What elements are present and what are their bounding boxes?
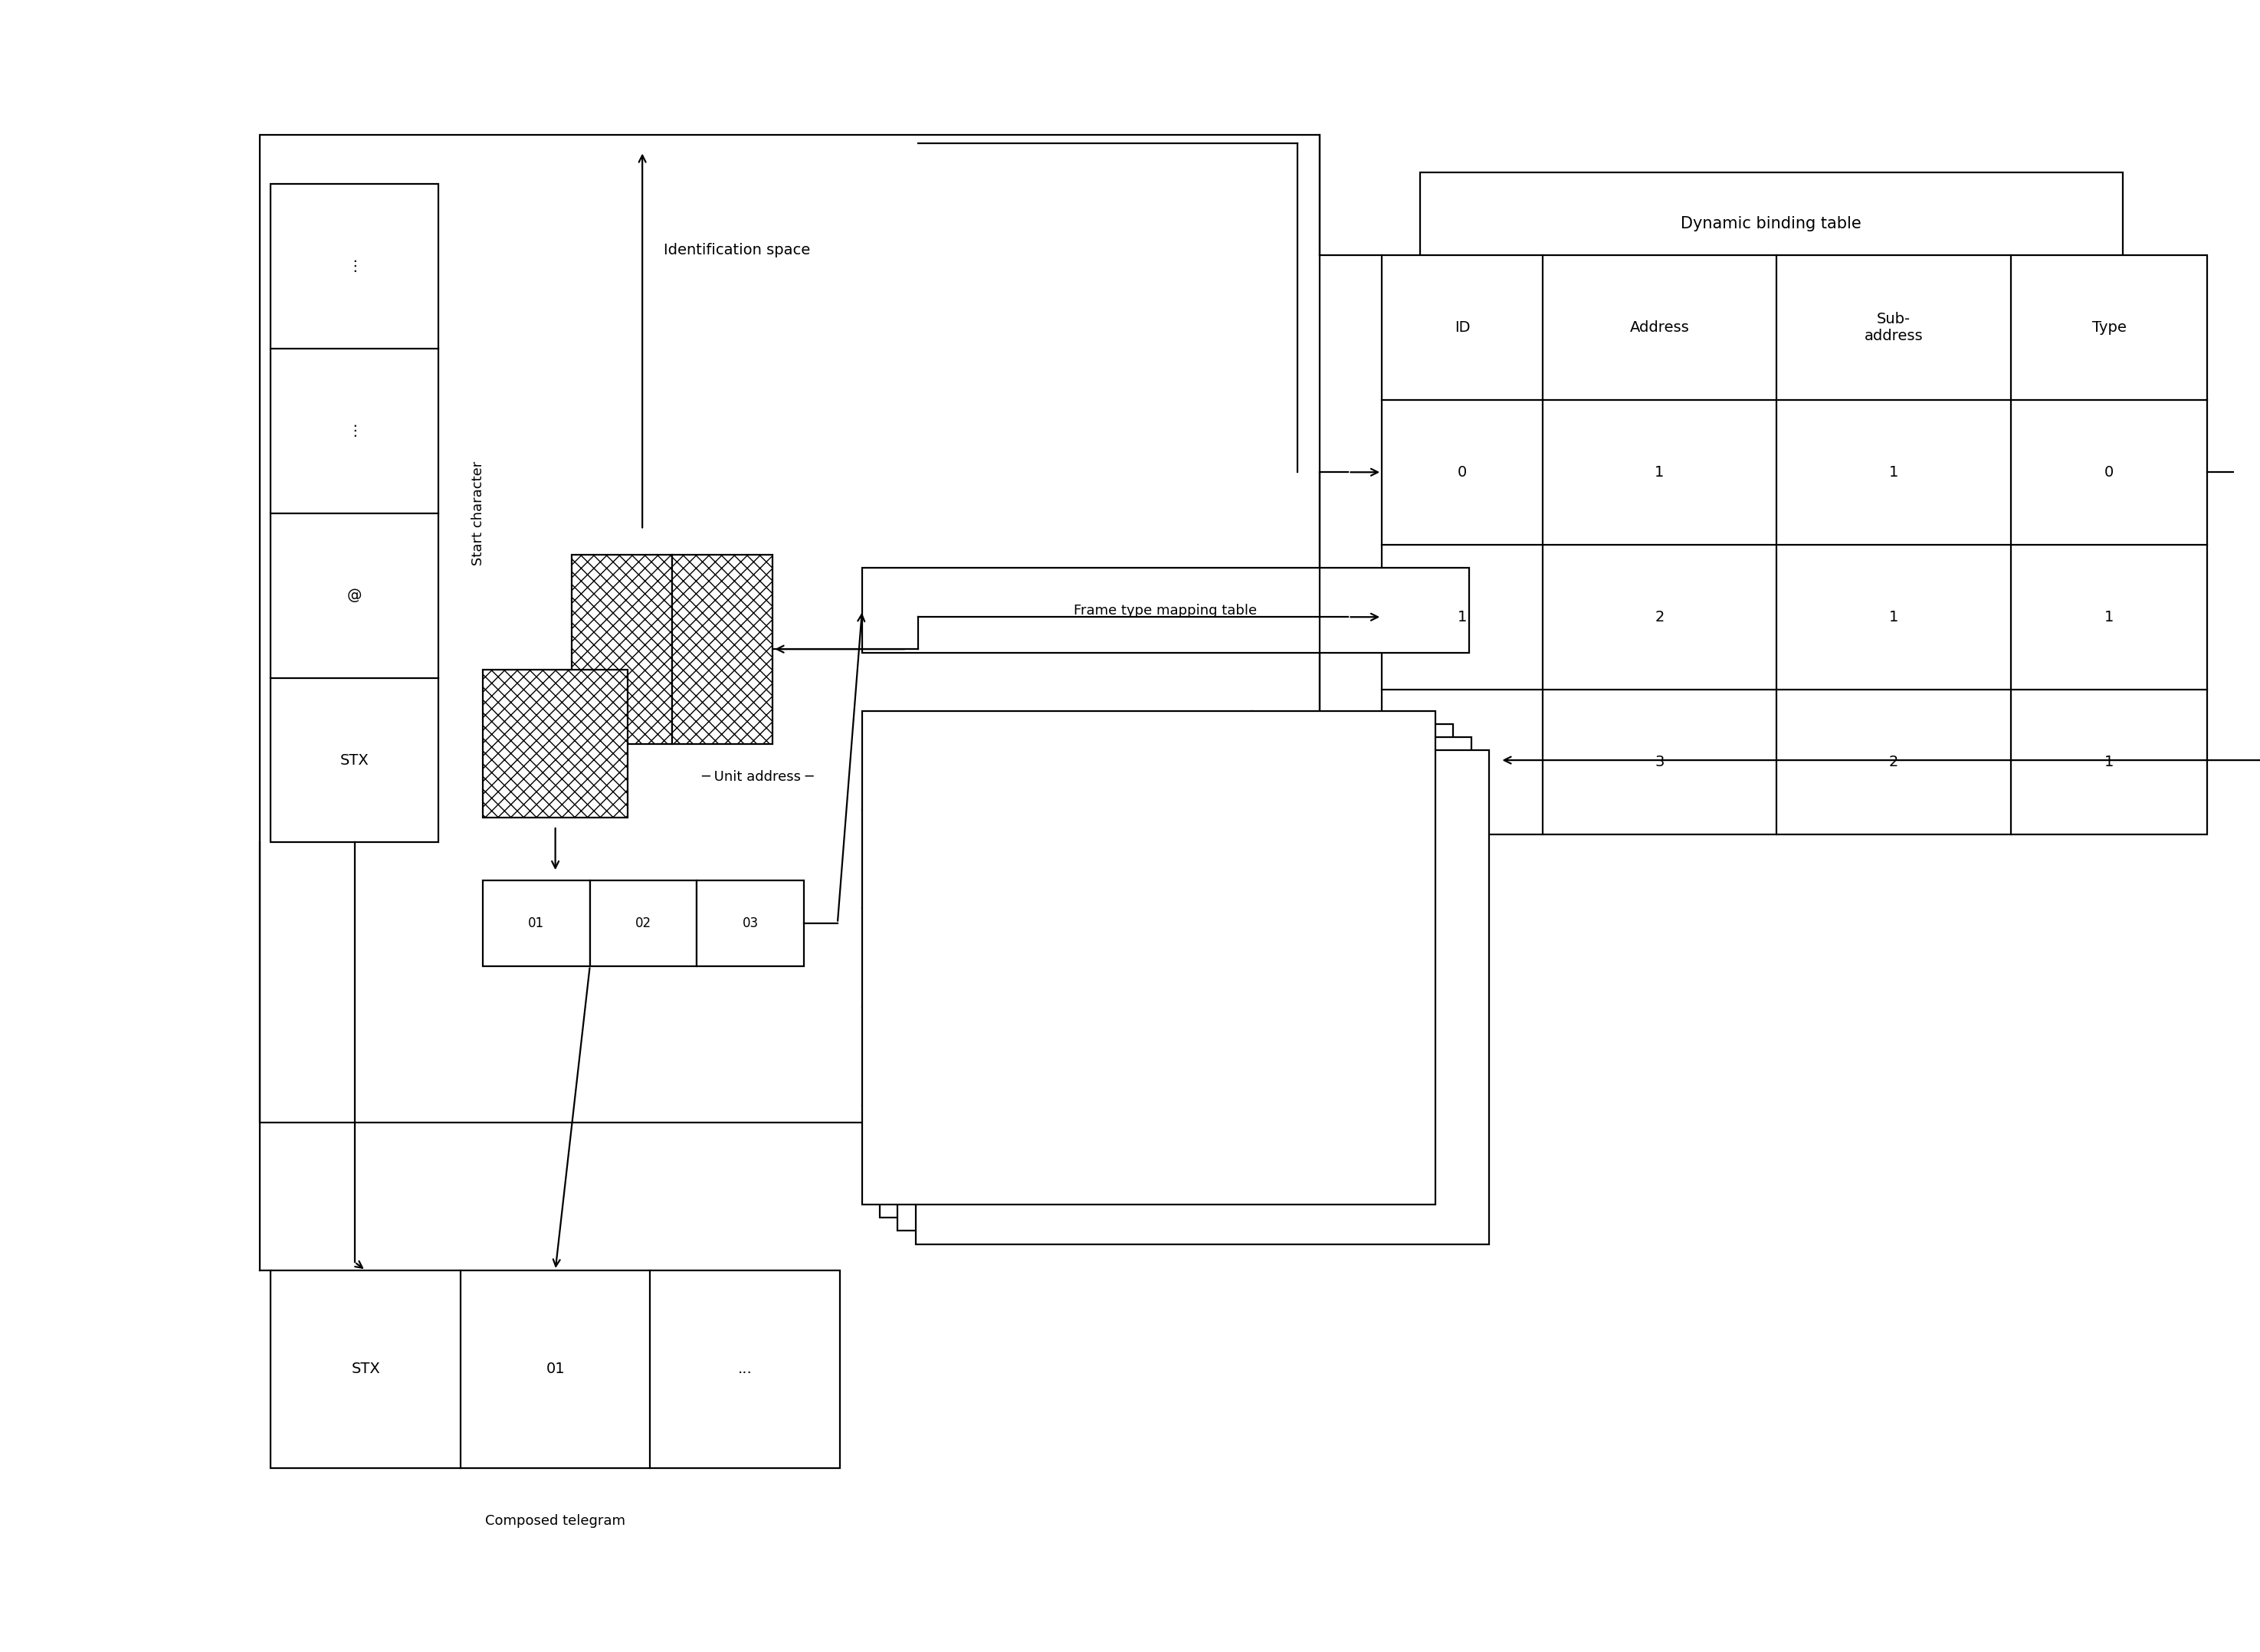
Text: Composed telegram: Composed telegram [486,1513,626,1528]
Text: EndingCharactor: EndingCharactor [888,1049,1003,1064]
Text: 1: 1 [1889,464,1898,479]
Bar [915,750,1489,1244]
Text: 03: 03 [744,917,759,930]
Bar [484,669,628,818]
Bar [590,881,696,966]
Text: 0: 0 [1340,1148,1349,1161]
Text: 02: 02 [635,917,651,930]
Text: Padding: Padding [888,1148,945,1161]
Text: 1: 1 [2104,610,2113,624]
Text: ⋮: ⋮ [348,259,362,274]
Bar [484,881,590,966]
Text: TextEnding: TextEnding [888,852,965,866]
Text: Start character: Start character [472,461,486,565]
Text: Sub-
address: Sub- address [1864,312,1923,344]
Bar [879,724,1453,1218]
Text: 2: 2 [1889,755,1898,770]
Text: STX: STX [339,753,368,768]
Bar [696,881,805,966]
Bar [861,568,1469,653]
Text: StartCharacter: StartCharacter [888,753,990,767]
Text: FrameCheck: FrameCheck [888,952,974,965]
Text: ⋮: ⋮ [348,425,362,438]
Text: Type: Type [2093,320,2127,335]
Text: XOR: XOR [1329,952,1358,965]
Text: CR: CR [1333,1049,1354,1064]
Bar [271,185,438,843]
Bar [572,555,673,743]
Text: @: @ [348,588,362,603]
Text: 01: 01 [547,1361,565,1376]
Text: 2: 2 [1458,755,1467,770]
Bar [897,737,1471,1231]
Text: Identification space: Identification space [662,243,809,258]
Text: 0: 0 [1458,464,1467,479]
Bar [1419,173,2122,274]
Text: ─ Unit address ─: ─ Unit address ─ [701,770,814,783]
Bar [861,710,1435,1204]
Text: 2: 2 [1654,610,1663,624]
Text: Dynamic binding table: Dynamic binding table [1681,216,1862,231]
Text: 1: 1 [1889,610,1898,624]
Text: STX: STX [1331,753,1358,767]
Bar [673,555,773,743]
Bar [260,135,1320,1122]
Text: 1: 1 [2104,755,2113,770]
Text: 1: 1 [1458,610,1467,624]
Text: STX: STX [350,1361,380,1376]
Bar [271,1270,841,1467]
Text: Address: Address [1629,320,1690,335]
Text: 3: 3 [1654,755,1663,770]
Text: 01: 01 [529,917,545,930]
Text: ...: ... [737,1361,753,1376]
Text: 1: 1 [1654,464,1663,479]
Bar [1381,254,2208,834]
Text: Frame type mapping table: Frame type mapping table [1074,603,1257,618]
Text: 0: 0 [2104,464,2113,479]
Text: ID: ID [1455,320,1469,335]
